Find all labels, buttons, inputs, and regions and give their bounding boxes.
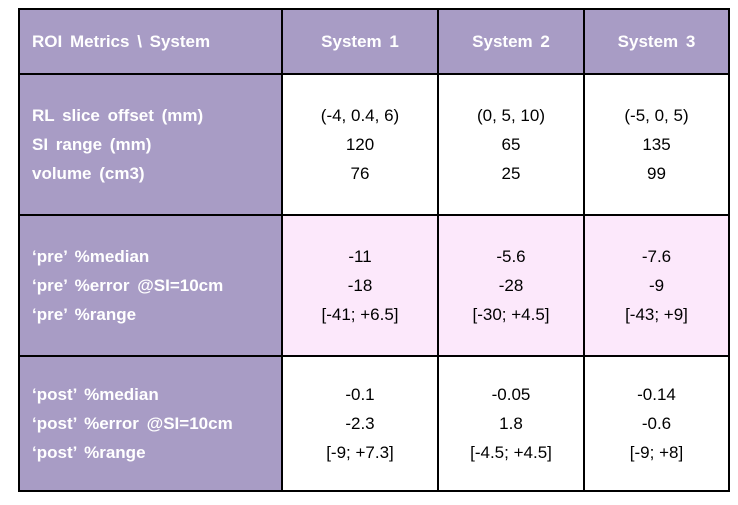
data-value: -0.6 bbox=[641, 414, 672, 433]
header-system-2: System 2 bbox=[439, 10, 583, 73]
header-system-3-label: System 3 bbox=[617, 32, 696, 51]
data-cell-post-system-3: -0.14 -0.6 [-9; +8] bbox=[585, 357, 728, 490]
row-label-line: ‘pre’ %error @SI=10cm bbox=[32, 276, 224, 295]
data-cell-geometry-system-2: (0, 5, 10) 65 25 bbox=[439, 75, 583, 214]
header-system-1-label: System 1 bbox=[321, 32, 399, 51]
data-cell-pre-system-3: -7.6 -9 [-43; +9] bbox=[585, 216, 728, 355]
data-value: -2.3 bbox=[345, 414, 375, 433]
data-value: (-5, 0, 5) bbox=[624, 106, 689, 125]
data-cell-geometry-system-3: (-5, 0, 5) 135 99 bbox=[585, 75, 728, 214]
data-value: -9 bbox=[648, 276, 665, 295]
data-cell-pre-system-1: -11 -18 [-41; +6.5] bbox=[283, 216, 437, 355]
row-label-line: volume (cm3) bbox=[32, 164, 145, 183]
header-system-1: System 1 bbox=[283, 10, 437, 73]
data-value: (-4, 0.4, 6) bbox=[320, 106, 400, 125]
data-cell-pre-system-2: -5.6 -28 [-30; +4.5] bbox=[439, 216, 583, 355]
data-value: 120 bbox=[345, 135, 375, 154]
row-label-pre: ‘pre’ %median ‘pre’ %error @SI=10cm ‘pre… bbox=[20, 216, 281, 355]
data-value: 25 bbox=[501, 164, 521, 183]
data-value: -0.14 bbox=[637, 385, 676, 404]
data-value: -0.1 bbox=[345, 385, 375, 404]
data-cell-geometry-system-1: (-4, 0.4, 6) 120 76 bbox=[283, 75, 437, 214]
data-value: 135 bbox=[642, 135, 671, 154]
data-value: [-30; +4.5] bbox=[472, 305, 550, 324]
data-value: 1.8 bbox=[499, 414, 523, 433]
data-value: (0, 5, 10) bbox=[476, 106, 546, 125]
data-value: 65 bbox=[501, 135, 521, 154]
data-value: 99 bbox=[647, 164, 666, 183]
data-value: -18 bbox=[347, 276, 373, 295]
header-corner-label: ROI Metrics \ System bbox=[32, 32, 211, 51]
data-value: -7.6 bbox=[641, 247, 672, 266]
row-label-line: ‘post’ %error @SI=10cm bbox=[32, 414, 233, 433]
row-label-line: ‘pre’ %range bbox=[32, 305, 137, 324]
data-value: [-9; +8] bbox=[629, 443, 684, 462]
data-value: -11 bbox=[348, 247, 372, 266]
row-label-line: ‘post’ %range bbox=[32, 443, 146, 462]
data-value: [-43; +9] bbox=[625, 305, 688, 324]
data-value: -5.6 bbox=[496, 247, 526, 266]
header-system-3: System 3 bbox=[585, 10, 728, 73]
roi-metrics-table: ROI Metrics \ System System 1 System 2 S… bbox=[18, 8, 730, 492]
row-label-line: ‘pre’ %median bbox=[32, 247, 150, 266]
data-value: 76 bbox=[350, 164, 370, 183]
data-cell-post-system-2: -0.05 1.8 [-4.5; +4.5] bbox=[439, 357, 583, 490]
data-value: -0.05 bbox=[491, 385, 531, 404]
data-value: [-4.5; +4.5] bbox=[470, 443, 552, 462]
header-corner-cell: ROI Metrics \ System bbox=[20, 10, 281, 73]
data-value: [-9; +7.3] bbox=[326, 443, 394, 462]
row-label-geometry: RL slice offset (mm) SI range (mm) volum… bbox=[20, 75, 281, 214]
data-value: -28 bbox=[498, 276, 524, 295]
data-cell-post-system-1: -0.1 -2.3 [-9; +7.3] bbox=[283, 357, 437, 490]
data-value: [-41; +6.5] bbox=[321, 305, 399, 324]
row-label-post: ‘post’ %median ‘post’ %error @SI=10cm ‘p… bbox=[20, 357, 281, 490]
row-label-line: ‘post’ %median bbox=[32, 385, 159, 404]
row-label-line: SI range (mm) bbox=[32, 135, 152, 154]
row-label-line: RL slice offset (mm) bbox=[32, 106, 204, 125]
header-system-2-label: System 2 bbox=[472, 32, 550, 51]
